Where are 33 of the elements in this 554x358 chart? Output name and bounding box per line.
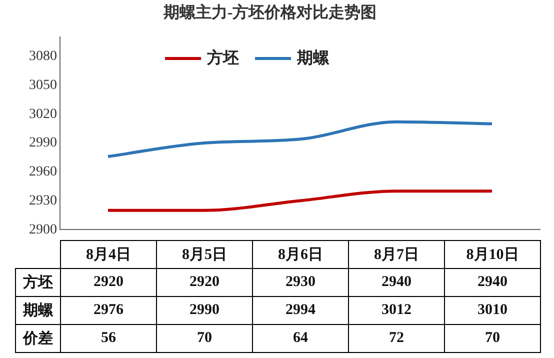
text: 70 — [444, 324, 540, 352]
data-label: 2930 — [252, 268, 348, 296]
data-label: 2976 — [60, 296, 156, 324]
data-label: 2990 — [156, 296, 252, 324]
x-tick-label: 8月7日 — [348, 240, 444, 268]
data-label: 2920 — [156, 268, 252, 296]
text: 64 — [252, 324, 348, 352]
legend-label: 期螺 — [297, 48, 330, 69]
y-tick-label: 3080 — [29, 49, 57, 64]
y-tick-label: 2900 — [29, 222, 57, 238]
text: 期螺 — [23, 303, 53, 319]
data-label: 3012 — [348, 296, 444, 324]
x-tick-label: 8月4日 — [60, 240, 156, 268]
data-label: 2920 — [60, 268, 156, 296]
text: 56 — [60, 324, 156, 352]
y-tick-label: 3020 — [29, 106, 57, 122]
data-label: 3010 — [444, 296, 540, 324]
chart-title: 期螺主力-方坯价格对比走势图 — [162, 2, 377, 22]
data-label: 2940 — [348, 268, 444, 296]
x-tick-label: 8月6日 — [252, 240, 348, 268]
y-tick-label: 2930 — [29, 193, 57, 208]
x-tick-label: 8月10日 — [444, 240, 540, 268]
y-tick-label: 3050 — [29, 78, 57, 93]
data-label: 2940 — [444, 268, 540, 296]
data-label: 2994 — [252, 296, 348, 324]
x-tick-label: 8月5日 — [156, 240, 252, 268]
text: 72 — [348, 324, 444, 352]
y-tick-label: 2960 — [29, 164, 57, 180]
text: 70 — [156, 324, 252, 352]
legend-label: 方坯 — [207, 48, 240, 69]
text: 方坯 — [23, 275, 53, 291]
y-tick-label: 2990 — [29, 136, 57, 151]
text: 价差 — [16, 324, 60, 352]
